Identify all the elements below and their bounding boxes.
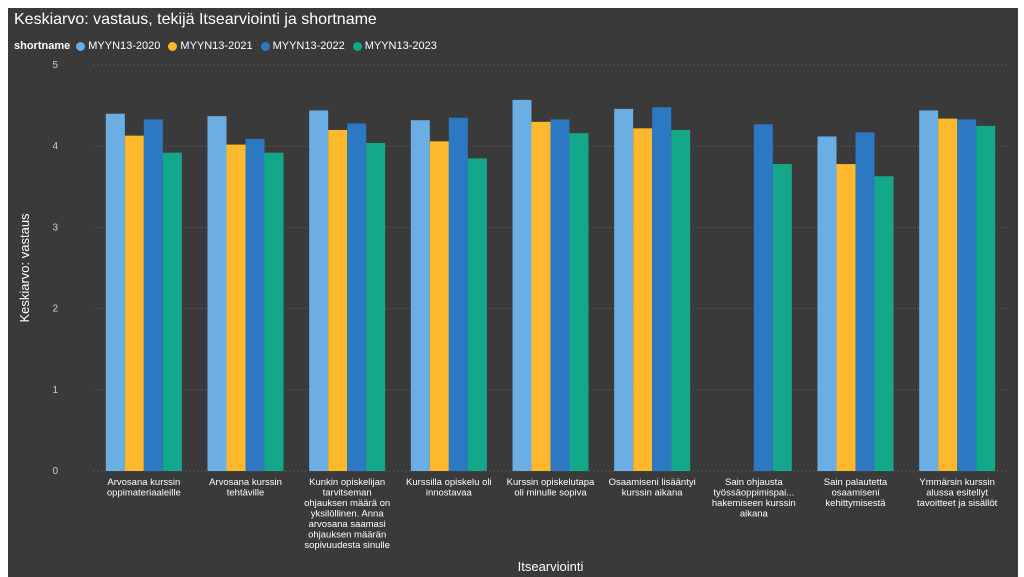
bar [410, 120, 430, 471]
x-category-label-line: innostavaa [426, 488, 473, 499]
bar [124, 135, 144, 472]
x-category-label: Arvosana kurssin tehtäville [209, 477, 282, 499]
chart-panel: Keskiarvo: vastaus, tekijä Itsearviointi… [8, 8, 1018, 577]
bar [448, 117, 468, 471]
bar [467, 158, 487, 471]
x-category-label-line: Sain ohjausta [725, 477, 783, 488]
bar [772, 164, 792, 471]
legend-item[interactable]: MYYN13-2021 [168, 40, 253, 52]
x-category-label-line: työssäoppimispai... [713, 488, 794, 499]
bar [512, 99, 532, 471]
x-category-label: Kurssilla opiskelu oli innostavaa [406, 477, 492, 499]
x-category-label-line: arvosana saamasi [309, 519, 386, 530]
bar [366, 142, 386, 471]
y-tick-label: 1 [52, 385, 58, 396]
x-category-label-line: Arvosana kurssin [209, 477, 282, 488]
x-category-label-line: aikana [740, 509, 769, 520]
x-category-label-line: alussa esitellyt [926, 488, 988, 499]
x-category-label: Sain palautetta osaamiseni kehittymisestä [824, 477, 888, 509]
legend-marker-icon [76, 41, 86, 51]
bar [264, 152, 284, 472]
bar [957, 119, 977, 472]
bar [753, 124, 773, 471]
legend-label: MYYN13-2020 [88, 40, 161, 52]
x-category-label-line: yksilöllinen. Anna [311, 509, 385, 520]
x-category-label: Osaamiseni lisääntyi kurssin aikana [609, 477, 696, 499]
legend-item[interactable]: MYYN13-2020 [76, 40, 160, 52]
bar [245, 138, 265, 471]
y-axis-title: Keskiarvo: vastaus [17, 213, 32, 323]
bar [919, 110, 939, 472]
bar [347, 123, 367, 472]
y-tick-label: 2 [52, 304, 58, 315]
bar [143, 119, 163, 472]
x-category-label-line: oli minulle sopiva [514, 488, 587, 499]
bar [429, 141, 449, 471]
bar [976, 125, 996, 472]
legend: shortname MYYN13-2020 MYYN13-2021 MYYN13-2… [14, 40, 445, 52]
bar [105, 113, 125, 471]
bar [207, 116, 227, 471]
x-category-label: Ymmärsin kurssin alussa esitellyt tavoitte… [917, 477, 998, 509]
x-category-label: Kunkin opiskelijan tarvitseman ohjauksen m… [304, 477, 390, 551]
x-category-label: Kurssin opiskelutapa oli minulle sopiva [507, 477, 595, 499]
bar [309, 110, 329, 472]
x-category-label-line: hakemiseen kurssin [712, 498, 796, 509]
x-category-label-line: Kurssin opiskelutapa [507, 477, 595, 488]
legend-label: MYYN13-2022 [272, 40, 345, 52]
y-tick-label: 0 [52, 466, 58, 477]
legend-label: MYYN13-2023 [364, 40, 437, 52]
x-category-label-line: Kurssilla opiskelu oli [406, 477, 492, 488]
x-category-label-line: Arvosana kurssin [107, 477, 180, 488]
x-category-label-line: tavoitteet ja sisällöt [917, 498, 998, 509]
legend-item[interactable]: MYYN13-2023 [352, 40, 437, 52]
bar [531, 121, 551, 471]
x-category-label-line: ohjauksen määrä on [304, 498, 390, 509]
x-category-label-line: sopivuudesta sinulle [304, 540, 390, 551]
bar [836, 164, 856, 471]
x-category-label-line: tehtäville [227, 488, 265, 499]
chart-title: Keskiarvo: vastaus, tekijä Itsearviointi… [14, 11, 377, 28]
bar [874, 176, 894, 471]
bar [652, 107, 672, 471]
bar [938, 118, 958, 471]
legend-title: shortname [14, 40, 71, 52]
legend-label: MYYN13-2021 [180, 40, 253, 52]
y-tick-label: 3 [52, 222, 58, 233]
x-category-label-line: Osaamiseni lisääntyi [609, 477, 696, 488]
x-category-label-line: Sain palautetta [824, 477, 888, 488]
legend-item[interactable]: MYYN13-2022 [260, 40, 345, 52]
bar [328, 129, 348, 471]
bar [633, 128, 653, 471]
x-category-label: Arvosana kurssin oppimateriaaleille [107, 477, 181, 499]
bar [162, 152, 182, 472]
bar [817, 136, 837, 471]
y-tick-label: 5 [52, 60, 58, 71]
x-category-label-line: osaamiseni [831, 488, 879, 499]
x-category-label-line: Kunkin opiskelijan [309, 477, 385, 488]
bar [614, 108, 634, 472]
x-category-label-line: kehittymisestä [825, 498, 886, 509]
x-category-label-line: kurssin aikana [622, 488, 683, 499]
x-category-label-line: tarvitseman [323, 488, 372, 499]
x-category-label: Sain ohjausta työssäoppimispai... hakemise… [712, 477, 796, 520]
bar [550, 119, 570, 472]
x-axis-title: Itsearviointi [518, 559, 584, 574]
y-tick-label: 4 [52, 141, 58, 152]
x-category-label-line: Ymmärsin kurssin [919, 477, 995, 488]
bar [226, 144, 246, 472]
x-category-label-line: ohjauksen määrän [308, 530, 386, 541]
bar [569, 133, 589, 471]
bar [671, 129, 691, 471]
legend-marker-icon [168, 41, 178, 51]
legend-marker-icon [352, 41, 362, 51]
legend-marker-icon [260, 41, 270, 51]
bar [855, 132, 875, 471]
x-category-label-line: oppimateriaaleille [107, 488, 181, 499]
